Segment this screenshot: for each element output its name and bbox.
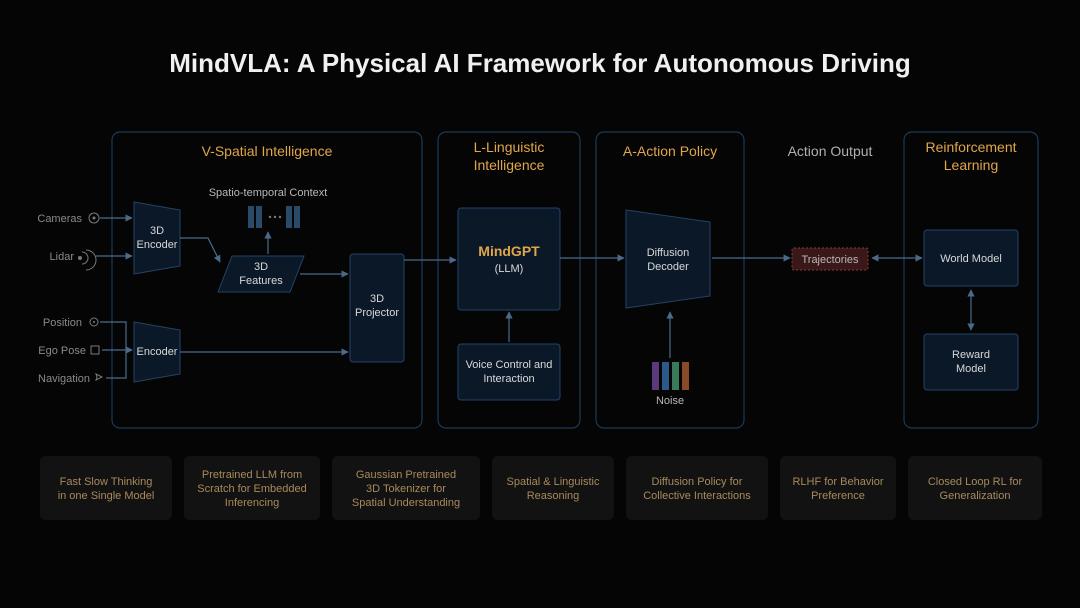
footnote-text: Preference — [811, 490, 865, 502]
block-voice — [458, 344, 560, 400]
panel-rl-label2: Learning — [944, 157, 999, 173]
block-reward-model — [924, 334, 1018, 390]
footnote-text: RLHF for Behavior — [792, 476, 883, 488]
svg-text:Interaction: Interaction — [483, 373, 534, 385]
footnote-box — [908, 456, 1042, 520]
input-egopose: Ego Pose — [38, 345, 86, 357]
svg-text:Reward: Reward — [952, 349, 990, 361]
input-navigation: Navigation — [38, 373, 90, 385]
svg-text:3D: 3D — [150, 225, 164, 237]
svg-text:3D: 3D — [370, 293, 384, 305]
svg-text:Features: Features — [239, 275, 283, 287]
block-3d-encoder — [134, 202, 180, 274]
footnote-box — [780, 456, 896, 520]
context-label: Spatio-temporal Context — [209, 187, 328, 199]
footnote-box — [492, 456, 614, 520]
footnote-box — [626, 456, 768, 520]
diagram-canvas: V-Spatial Intelligence L-Linguistic Inte… — [0, 0, 1080, 608]
noise-bars — [652, 362, 689, 390]
input-lidar: Lidar — [50, 251, 75, 263]
block-mindgpt — [458, 208, 560, 310]
footnote-text: Pretrained LLM from — [202, 469, 302, 481]
footnote-box — [40, 456, 172, 520]
svg-text:Voice Control and: Voice Control and — [466, 359, 553, 371]
panel-action-label: A-Action Policy — [623, 143, 717, 159]
footnote-text: Gaussian Pretrained — [356, 469, 456, 481]
input-position: Position — [43, 317, 82, 329]
noise-label: Noise — [656, 395, 684, 407]
svg-text:(LLM): (LLM) — [495, 263, 524, 275]
svg-text:World Model: World Model — [940, 253, 1002, 265]
svg-text:Diffusion: Diffusion — [647, 247, 690, 259]
inputs: Cameras Lidar Position Ego Pose Navigati… — [37, 213, 102, 385]
footnote-text: Closed Loop RL for — [928, 476, 1023, 488]
svg-text:Decoder: Decoder — [647, 261, 689, 273]
footnote-text: Collective Interactions — [643, 490, 751, 502]
svg-text:MindGPT: MindGPT — [478, 243, 540, 259]
footnote-text: Spatial & Linguistic — [507, 476, 600, 488]
footnote-text: in one Single Model — [58, 490, 155, 502]
footnote-text: 3D Tokenizer for — [366, 483, 446, 495]
footnote-text: Generalization — [940, 490, 1011, 502]
panel-vspatial-label: V-Spatial Intelligence — [202, 143, 333, 159]
svg-text:Encoder: Encoder — [137, 346, 178, 358]
svg-text:3D: 3D — [254, 261, 268, 273]
panel-output-label: Action Output — [788, 143, 873, 159]
footnote-text: Inferencing — [225, 497, 279, 509]
svg-text:Trajectories: Trajectories — [801, 254, 859, 266]
footnote-text: Reasoning — [527, 490, 580, 502]
svg-text:Encoder: Encoder — [137, 239, 178, 251]
context-bars — [248, 206, 300, 228]
footnote-text: Diffusion Policy for — [652, 476, 743, 488]
footnote-text: Scratch for Embedded — [197, 483, 306, 495]
footnote-text: Spatial Understanding — [352, 497, 460, 509]
svg-text:Model: Model — [956, 363, 986, 375]
block-diffusion — [626, 210, 710, 308]
panel-ling-label1: L-Linguistic — [474, 139, 545, 155]
svg-text:Projector: Projector — [355, 307, 399, 319]
input-cameras: Cameras — [37, 213, 82, 225]
footnote-text: Fast Slow Thinking — [60, 476, 153, 488]
panel-ling-label2: Intelligence — [474, 157, 545, 173]
panel-rl-label1: Reinforcement — [925, 139, 1016, 155]
